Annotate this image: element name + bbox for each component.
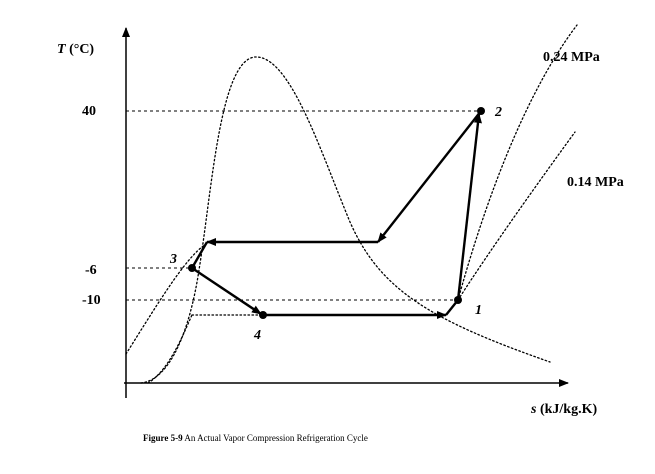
state-point-1 bbox=[454, 296, 462, 304]
throttling-3-4 bbox=[191, 267, 262, 315]
x-axis-label: s (kJ/kg.K) bbox=[530, 402, 597, 417]
compression-1-2 bbox=[456, 113, 482, 301]
y-tick-minus-10: -10 bbox=[82, 293, 101, 308]
isobar-0-14-mpa bbox=[147, 131, 576, 384]
state-point-4 bbox=[259, 311, 267, 319]
state-label-3: 3 bbox=[169, 252, 177, 267]
subcool-to-3 bbox=[190, 241, 209, 269]
state-label-4: 4 bbox=[253, 328, 261, 343]
desuperheat-2 bbox=[377, 110, 482, 243]
state-point-2 bbox=[477, 107, 485, 115]
state-label-2: 2 bbox=[494, 105, 502, 120]
y-tick-40: 40 bbox=[82, 104, 96, 119]
saturation-dome bbox=[140, 56, 551, 384]
pressure-label-high: 0.24 MPa bbox=[543, 50, 600, 65]
state-label-1: 1 bbox=[475, 303, 482, 318]
pressure-label-low: 0.14 MPa bbox=[567, 175, 624, 190]
y-axis-label: T (°C) bbox=[57, 42, 94, 57]
isobar-0-24-mpa bbox=[125, 24, 578, 355]
figure-caption: Figure 5-9 An Actual Vapor Compression R… bbox=[143, 433, 368, 443]
y-tick-minus-6: -6 bbox=[85, 263, 97, 278]
state-point-3 bbox=[188, 264, 196, 272]
